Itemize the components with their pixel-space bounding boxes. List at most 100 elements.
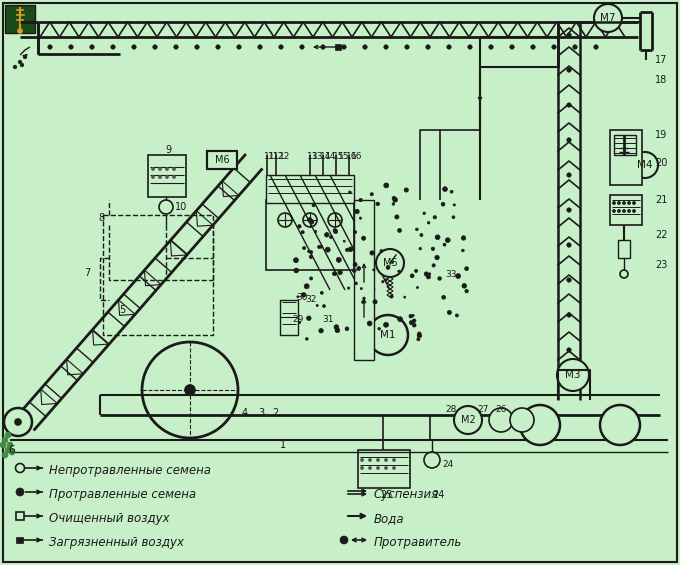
Circle shape xyxy=(352,269,356,272)
Circle shape xyxy=(573,45,577,49)
Circle shape xyxy=(567,208,571,212)
Circle shape xyxy=(309,220,314,224)
Circle shape xyxy=(456,273,460,279)
Polygon shape xyxy=(340,489,345,495)
Circle shape xyxy=(404,188,409,192)
Circle shape xyxy=(567,103,571,107)
Bar xyxy=(614,135,636,155)
Text: 3: 3 xyxy=(258,408,264,418)
Circle shape xyxy=(426,45,430,49)
Circle shape xyxy=(322,305,326,307)
Text: 13: 13 xyxy=(307,152,318,161)
Circle shape xyxy=(390,295,393,298)
Circle shape xyxy=(300,45,304,49)
Circle shape xyxy=(381,281,384,283)
Circle shape xyxy=(431,247,435,250)
Text: Непротравленные семена: Непротравленные семена xyxy=(49,464,211,477)
Text: 12: 12 xyxy=(273,152,284,161)
Circle shape xyxy=(412,323,416,327)
Circle shape xyxy=(309,250,313,254)
Circle shape xyxy=(0,442,6,448)
Circle shape xyxy=(354,231,356,234)
Circle shape xyxy=(510,45,514,49)
Circle shape xyxy=(398,270,401,272)
Circle shape xyxy=(294,268,299,273)
Circle shape xyxy=(18,29,22,33)
Circle shape xyxy=(23,55,27,59)
Circle shape xyxy=(312,204,315,207)
Circle shape xyxy=(355,209,359,214)
Circle shape xyxy=(349,191,352,194)
Circle shape xyxy=(628,202,630,205)
Circle shape xyxy=(391,262,393,264)
Circle shape xyxy=(613,202,615,205)
Circle shape xyxy=(435,255,439,260)
Circle shape xyxy=(357,267,360,271)
Text: 21: 21 xyxy=(655,195,667,205)
Text: 7: 7 xyxy=(84,268,90,278)
Circle shape xyxy=(18,60,22,64)
Circle shape xyxy=(368,315,408,355)
Circle shape xyxy=(152,176,154,179)
Circle shape xyxy=(343,240,345,242)
Circle shape xyxy=(384,183,389,188)
Circle shape xyxy=(413,319,416,323)
Circle shape xyxy=(305,337,308,340)
Circle shape xyxy=(613,210,615,212)
Circle shape xyxy=(13,65,17,69)
Circle shape xyxy=(320,292,323,294)
Circle shape xyxy=(628,210,630,212)
Circle shape xyxy=(409,314,413,318)
Circle shape xyxy=(617,210,620,212)
Bar xyxy=(5,5,35,33)
Circle shape xyxy=(5,432,11,438)
Circle shape xyxy=(363,45,367,49)
Circle shape xyxy=(617,202,620,205)
Circle shape xyxy=(132,45,136,49)
Circle shape xyxy=(567,313,571,317)
Bar xyxy=(335,44,341,50)
Circle shape xyxy=(520,405,560,445)
Circle shape xyxy=(377,459,379,462)
Circle shape xyxy=(309,277,313,280)
Text: 2: 2 xyxy=(272,408,278,418)
Circle shape xyxy=(294,258,299,263)
Circle shape xyxy=(398,228,401,232)
Text: 31: 31 xyxy=(322,315,333,324)
Text: 14: 14 xyxy=(320,152,331,161)
Text: 32: 32 xyxy=(305,295,316,304)
Circle shape xyxy=(632,202,636,205)
Circle shape xyxy=(445,238,450,242)
Circle shape xyxy=(632,152,658,178)
Circle shape xyxy=(345,248,349,251)
Text: 18: 18 xyxy=(655,75,667,85)
Circle shape xyxy=(464,267,469,271)
Text: 11: 11 xyxy=(268,152,279,161)
Text: 16: 16 xyxy=(346,152,358,161)
Circle shape xyxy=(279,45,283,49)
Text: 17: 17 xyxy=(655,55,667,65)
Text: 8: 8 xyxy=(98,213,104,223)
Circle shape xyxy=(362,297,365,299)
Text: М6: М6 xyxy=(215,155,229,165)
Circle shape xyxy=(334,229,338,233)
Text: 24: 24 xyxy=(432,490,444,500)
Circle shape xyxy=(567,68,571,72)
Text: 29: 29 xyxy=(292,315,303,324)
Circle shape xyxy=(153,45,157,49)
Circle shape xyxy=(319,328,323,333)
Circle shape xyxy=(468,45,472,49)
Circle shape xyxy=(165,167,169,171)
Circle shape xyxy=(324,233,329,237)
Circle shape xyxy=(307,316,311,320)
Circle shape xyxy=(600,405,640,445)
Circle shape xyxy=(7,442,13,448)
Circle shape xyxy=(258,45,262,49)
Circle shape xyxy=(531,45,535,49)
Circle shape xyxy=(376,202,379,206)
Circle shape xyxy=(362,236,366,240)
Circle shape xyxy=(353,263,357,267)
Text: 12: 12 xyxy=(279,152,290,161)
Circle shape xyxy=(298,225,301,228)
Text: 22: 22 xyxy=(655,230,668,240)
